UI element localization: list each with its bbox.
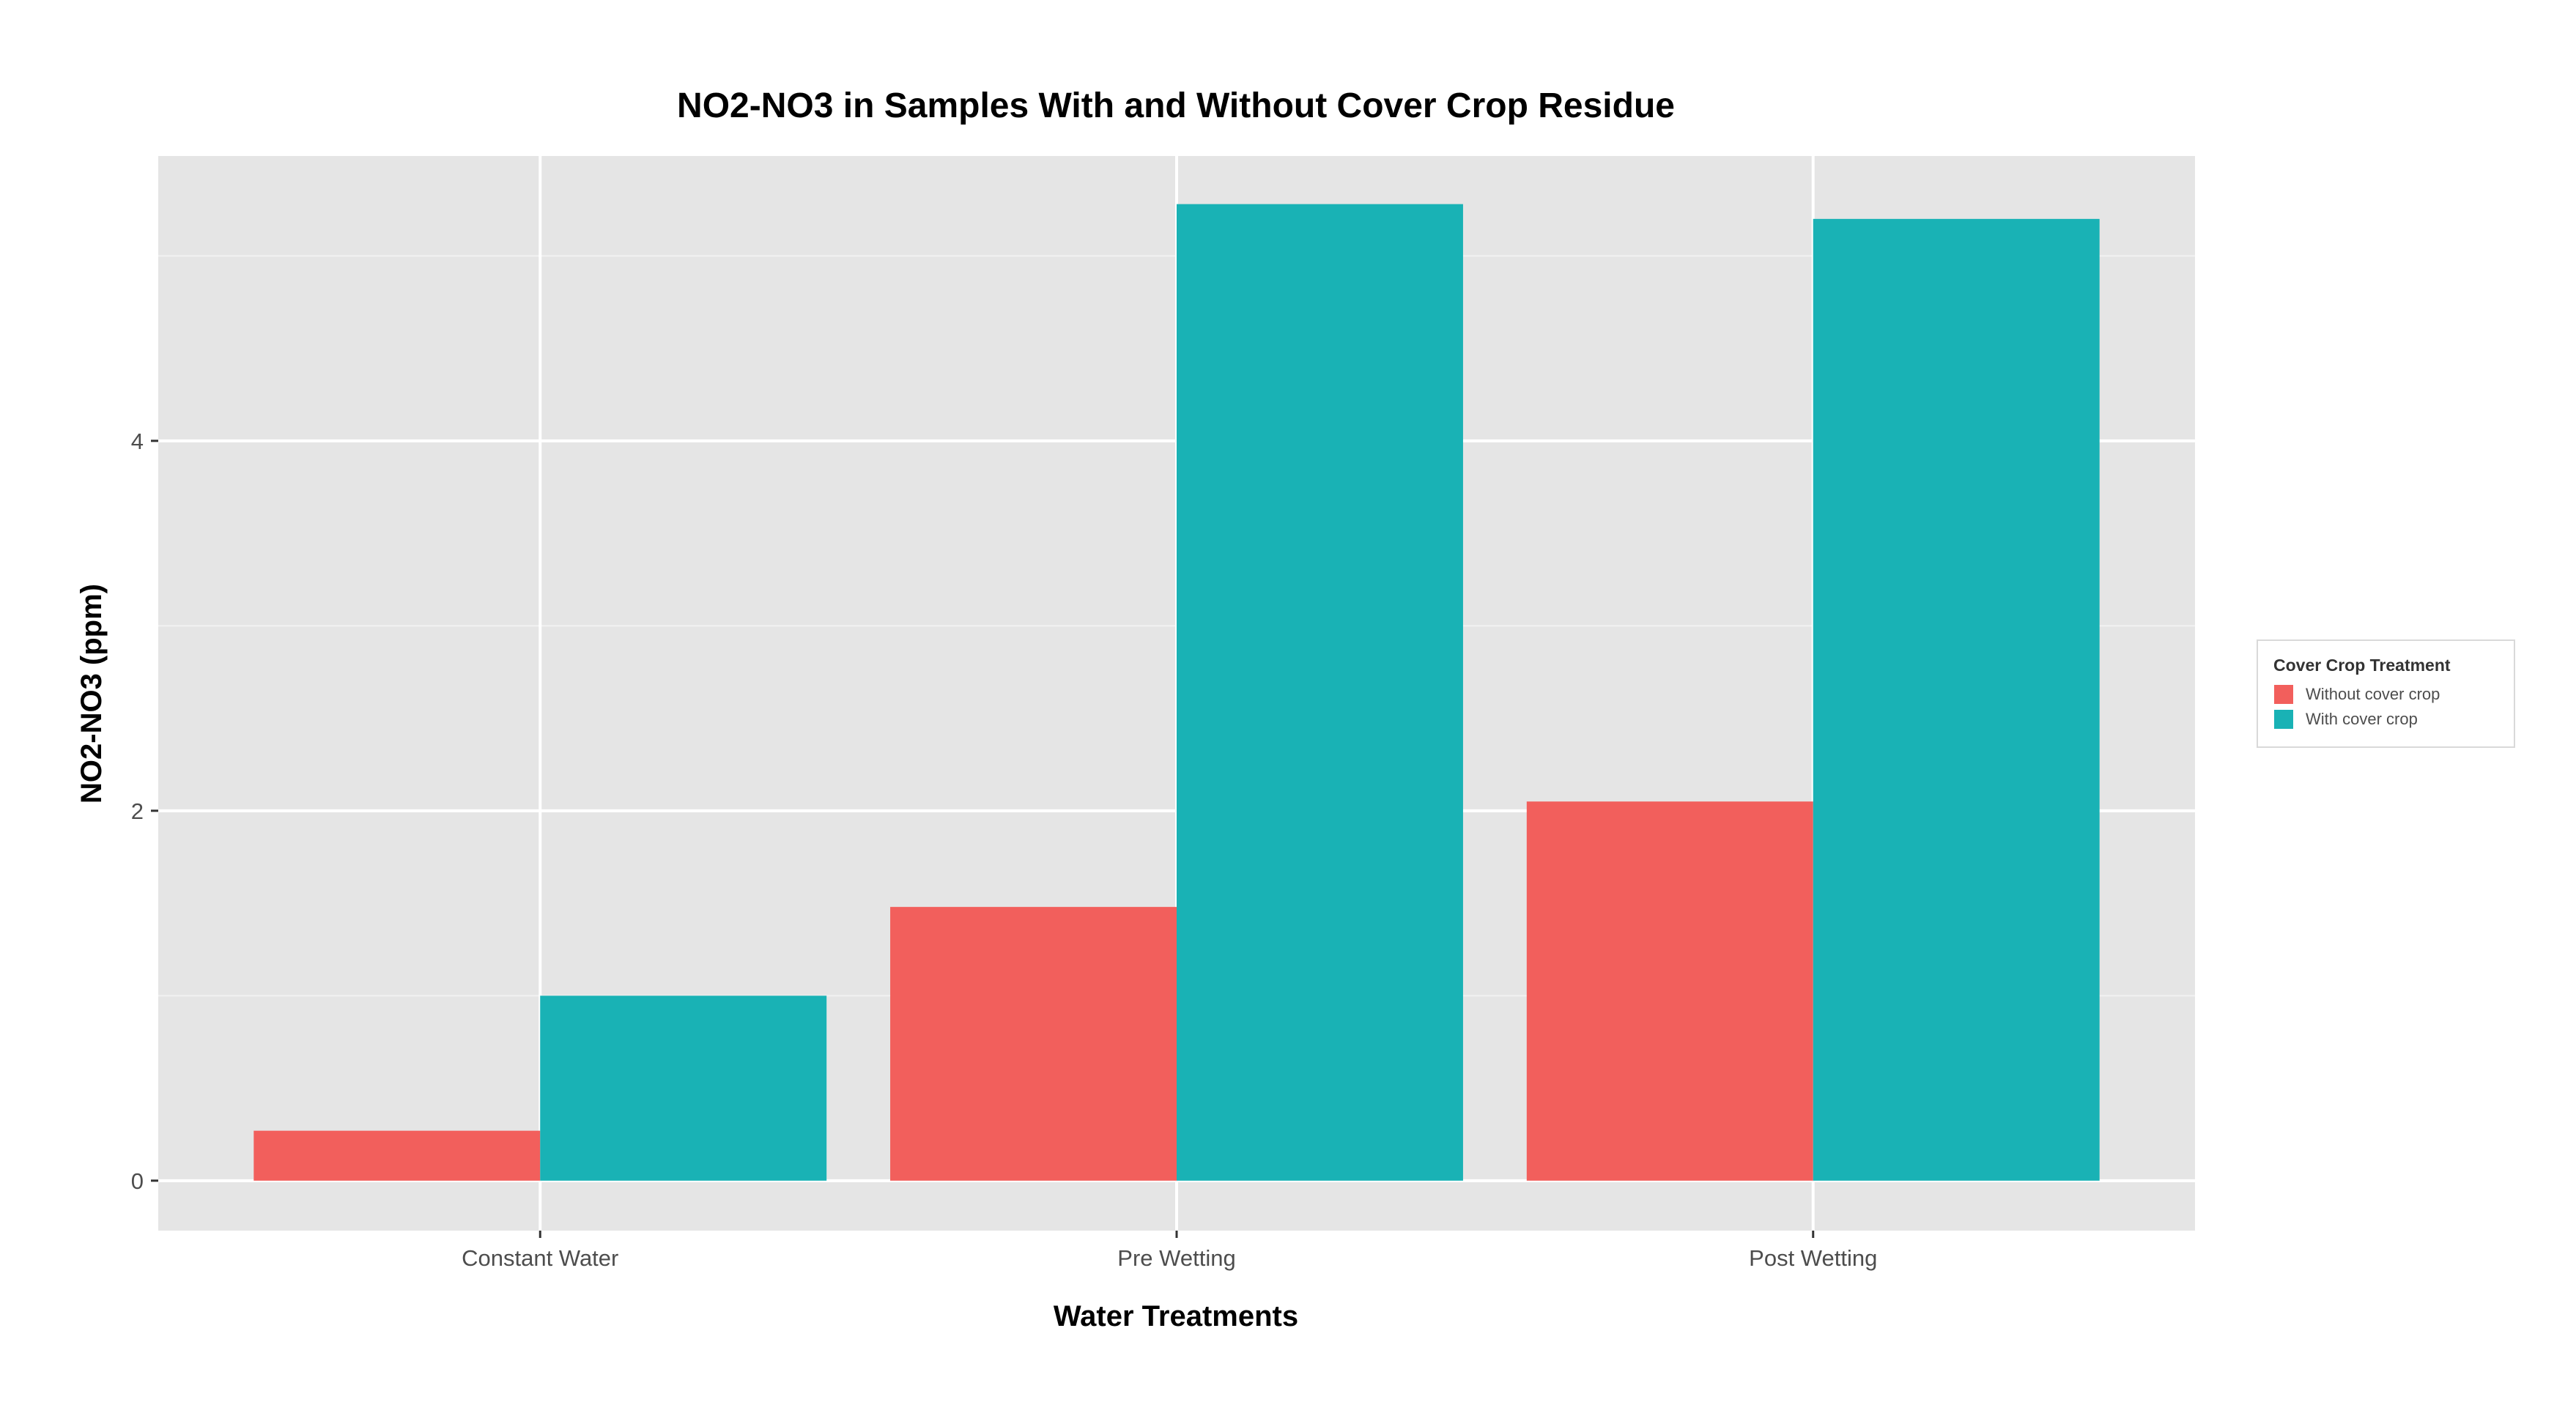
legend-title: Cover Crop Treatment <box>2273 656 2451 675</box>
x-tick-label: Constant Water <box>462 1245 618 1271</box>
bar-without-cover-crop <box>253 1130 541 1181</box>
legend-key <box>2274 710 2293 729</box>
x-tick-label: Pre Wetting <box>1117 1245 1235 1271</box>
legend: Cover Crop Treatment Without cover cropW… <box>2257 639 2515 748</box>
legend-items: Without cover crop With cover crop <box>2274 685 2440 729</box>
y-tick-label: 0 <box>131 1168 144 1194</box>
legend-key <box>2274 685 2293 704</box>
legend-box <box>2257 639 2515 748</box>
y-tick-label: 4 <box>131 429 144 454</box>
bar-with-cover-crop <box>1177 204 1463 1181</box>
x-axis: Constant Water Pre Wetting Post Wetting <box>462 1231 1877 1271</box>
y-axis: 0 2 4 <box>131 429 158 1194</box>
legend-label: With cover crop <box>2306 710 2418 728</box>
x-axis-title: Water Treatments <box>1054 1300 1298 1332</box>
bar-with-cover-crop <box>540 995 827 1181</box>
bar-without-cover-crop <box>890 907 1177 1181</box>
y-tick-label: 2 <box>131 798 144 824</box>
x-tick-label: Post Wetting <box>1749 1245 1877 1271</box>
y-axis-title: NO2-NO3 (ppm) <box>75 584 108 804</box>
chart-title: NO2-NO3 in Samples With and Without Cove… <box>677 86 1675 125</box>
bar-without-cover-crop <box>1526 801 1813 1181</box>
bar-with-cover-crop <box>1813 218 2100 1181</box>
bars <box>253 204 2100 1181</box>
legend-label: Without cover crop <box>2306 685 2440 703</box>
